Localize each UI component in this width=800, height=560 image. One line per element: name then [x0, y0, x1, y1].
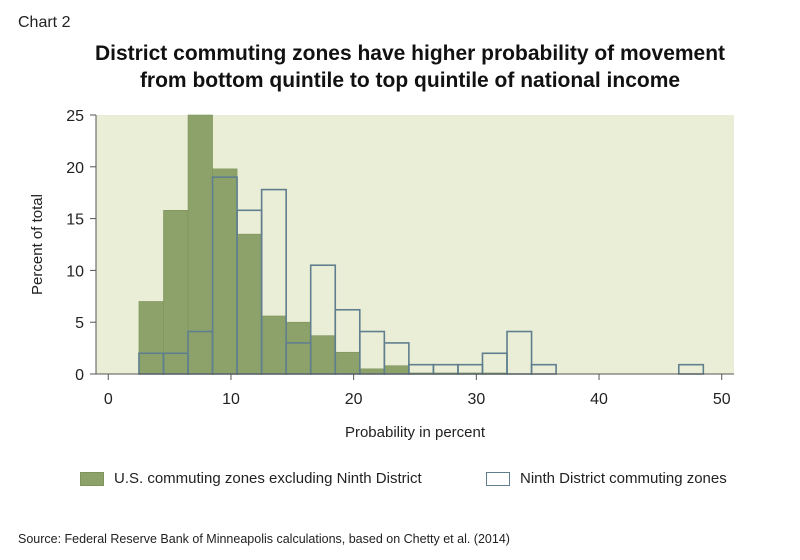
chart-title-line-1: District commuting zones have higher pro…: [94, 42, 726, 65]
us-bar: [334, 351, 361, 375]
us-bar: [236, 233, 262, 375]
legend-item-us: U.S. commuting zones excluding Ninth Dis…: [80, 470, 422, 487]
x-tick-label: 50: [713, 391, 731, 408]
source-note: Source: Federal Reserve Bank of Minneapo…: [18, 532, 510, 546]
y-tick-label: 0: [75, 367, 84, 384]
legend: U.S. commuting zones excluding Ninth Dis…: [0, 470, 800, 494]
chart-title-line-2: from bottom quintile to top quintile of …: [139, 69, 681, 92]
x-tick-label: 20: [345, 391, 363, 408]
y-axis-title: Percent of total: [29, 194, 46, 295]
x-tick-label: 40: [590, 391, 608, 408]
chart-number-label: Chart 2: [18, 14, 71, 31]
us-bar: [261, 315, 287, 375]
legend-item-ninth-district: Ninth District commuting zones: [486, 470, 727, 487]
legend-swatch-ninth-district: [486, 471, 510, 486]
y-tick-label: 10: [66, 263, 84, 280]
us-bar: [163, 210, 189, 375]
us-bar: [384, 365, 410, 375]
y-tick-label: 25: [66, 108, 84, 125]
us-bar: [187, 114, 213, 375]
y-tick-label: 15: [66, 212, 84, 229]
legend-label-us: U.S. commuting zones excluding Ninth Dis…: [114, 470, 422, 487]
legend-swatch-us: [80, 471, 104, 486]
us-bar: [212, 168, 238, 375]
x-tick-label: 30: [467, 391, 485, 408]
us-bar: [310, 335, 336, 375]
axes: 0 5 10 15 20 25 0 10 20 30 40 50: [66, 108, 734, 408]
x-axis-title: Probability in percent: [345, 424, 486, 441]
y-tick-label: 5: [75, 315, 84, 332]
x-tick-label: 10: [222, 391, 240, 408]
us-bar: [285, 321, 312, 375]
us-bar: [138, 301, 164, 375]
y-tick-label: 20: [66, 160, 84, 177]
legend-label-ninth-district: Ninth District commuting zones: [520, 470, 727, 487]
x-tick-label: 0: [104, 391, 113, 408]
chart-title: District commuting zones have higher pro…: [40, 40, 780, 94]
